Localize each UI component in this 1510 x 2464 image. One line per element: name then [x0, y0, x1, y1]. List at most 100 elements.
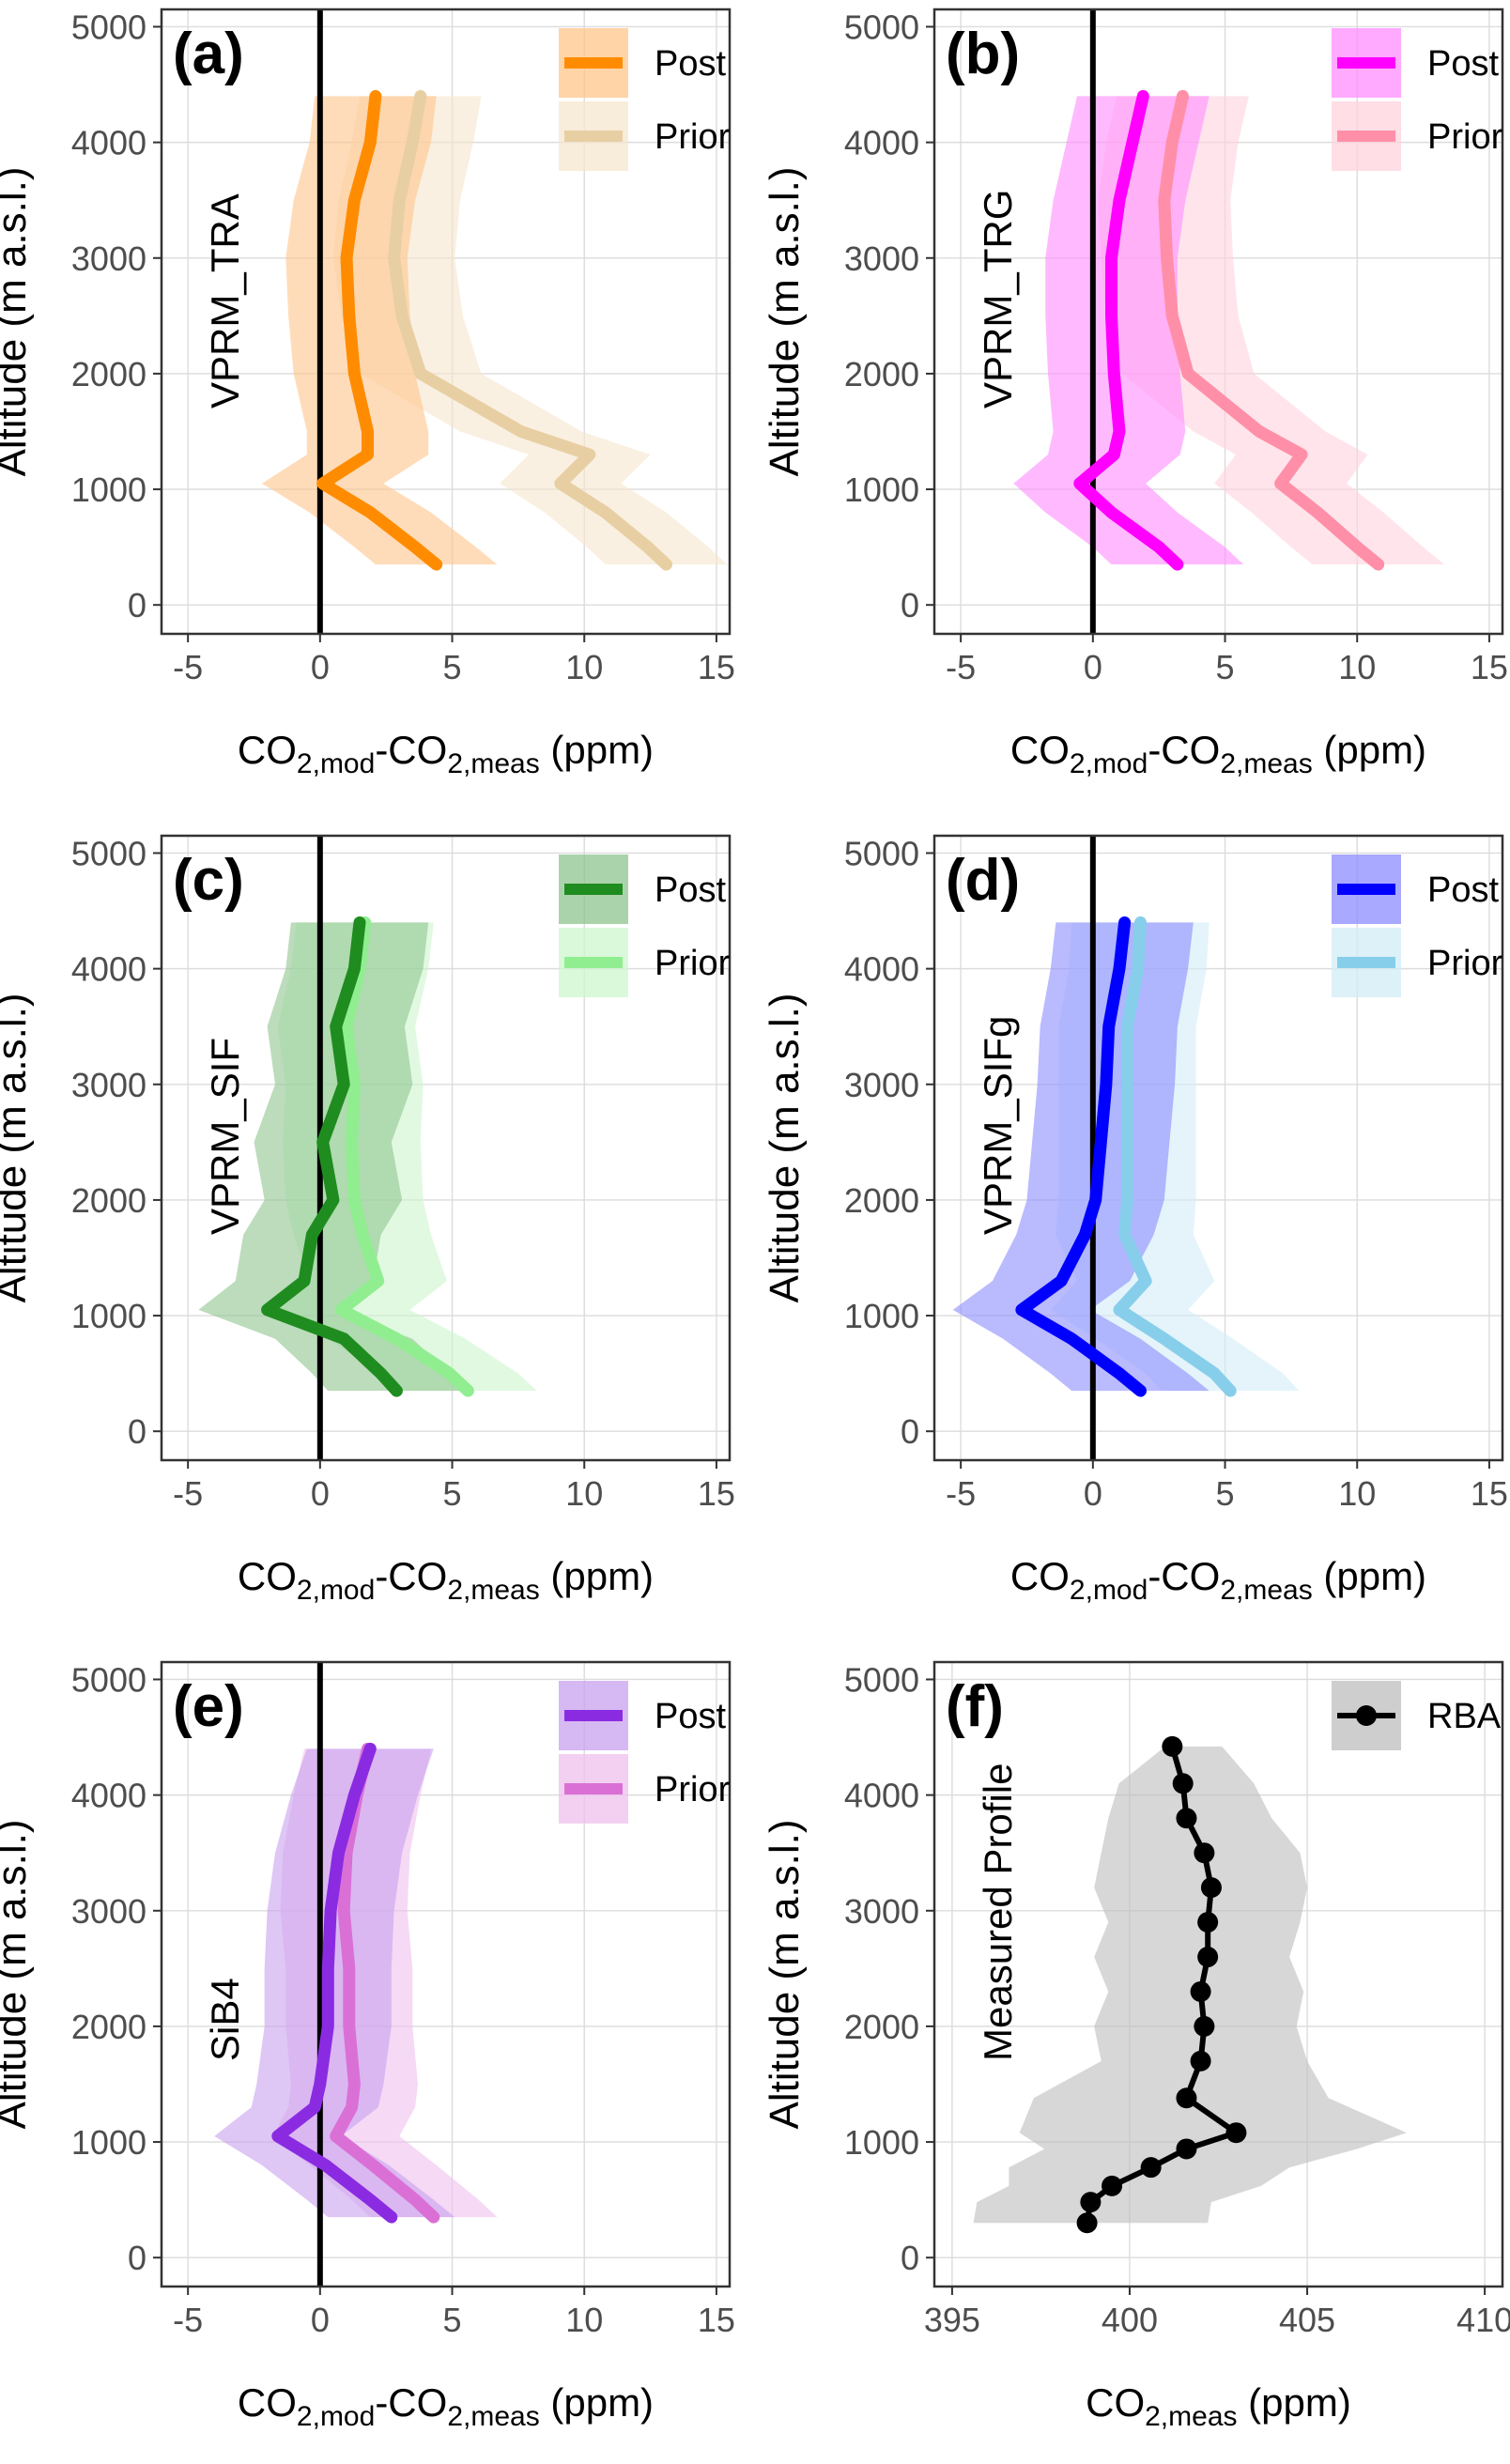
panel-border	[160, 834, 732, 1462]
panel-a: -5 0 5 10 15 0 1000 2000 3000 4000 5000 Altitude (m…	[0, 8, 735, 779]
legend-label: Post	[1427, 870, 1499, 910]
x-axis-label-subscript: 2,meas	[447, 748, 539, 779]
panel-f: 395 400 405 410 0 1000 2000 3000 4000 5000 Altitud…	[762, 1660, 1510, 2432]
y-axis-label: Altitude (m a.s.l.)	[0, 166, 35, 476]
x-tick-label: 0	[311, 1474, 330, 1513]
x-tick-label: 0	[1084, 648, 1102, 686]
legend-item-post: Post	[559, 28, 726, 98]
y-tick-label: 3000	[71, 1892, 146, 1931]
x-axis-label-part: CO	[238, 728, 297, 772]
y-tick-label: 0	[901, 586, 919, 624]
x-axis-label-subscript: 2,mod	[1070, 1575, 1148, 1606]
y-tick-label: 0	[128, 2239, 146, 2277]
x-tick-label: 15	[698, 2301, 735, 2339]
uncertainty-band-post	[952, 922, 1210, 1392]
panel-letter: (f)	[946, 1674, 1004, 1739]
legend-item-post: Post	[1332, 28, 1499, 98]
y-tick-label: 0	[901, 2239, 919, 2277]
data-point	[1197, 1912, 1219, 1933]
y-tick-label: 2000	[71, 355, 146, 393]
x-tick-label: 10	[1338, 648, 1376, 686]
x-tick-label: -5	[946, 1474, 976, 1513]
legend-label: Post	[655, 44, 726, 84]
x-axis-label-subscript: 2,meas	[447, 2401, 539, 2432]
x-axis-label-part: CO	[1086, 2380, 1145, 2425]
panel-border	[932, 1660, 1504, 2288]
x-tick-label: 10	[565, 648, 603, 686]
data-point	[1172, 1773, 1194, 1794]
x-axis-label: CO2,meas (ppm)	[1086, 2380, 1351, 2432]
legend-item-prior: Prior	[559, 928, 731, 997]
data-point	[1076, 2212, 1098, 2234]
y-tick-label: 0	[128, 586, 146, 624]
x-tick-label: 10	[1338, 1474, 1376, 1513]
x-axis-label-part: (ppm)	[1238, 2380, 1351, 2425]
legend-label: Prior	[1427, 944, 1503, 983]
x-tick-label: -5	[173, 1474, 203, 1513]
data-point	[1176, 2138, 1197, 2160]
y-axis-label: Altitude (m a.s.l.)	[762, 166, 808, 476]
x-axis-label-part: CO	[1010, 1554, 1070, 1598]
legend-label: Prior	[655, 1770, 731, 1810]
series-line-post	[271, 1742, 398, 2224]
y-tick-label: 2000	[844, 2008, 919, 2046]
y-axis-label: Altitude (m a.s.l.)	[0, 1819, 35, 2129]
x-tick-label: 5	[443, 648, 462, 686]
series-line-post	[1015, 916, 1147, 1397]
y-tick-label: 2000	[71, 2008, 146, 2046]
uncertainty-band-post	[1013, 96, 1244, 565]
panel-letter: (a)	[173, 22, 244, 86]
data-point	[1197, 1947, 1219, 1968]
data-point	[1162, 1735, 1183, 1757]
legend-item-prior: Prior	[1332, 928, 1503, 997]
series-line-prior	[388, 89, 672, 571]
x-tick-label: -5	[173, 648, 203, 686]
x-tick-label: 0	[1084, 1474, 1102, 1513]
x-tick-label: 15	[698, 1474, 735, 1513]
x-tick-label: 5	[1216, 648, 1235, 686]
x-tick-label: 15	[1471, 648, 1508, 686]
x-axis-label-part: CO	[1010, 728, 1070, 772]
legend-label: Prior	[655, 117, 731, 157]
legend-label: Post	[655, 1697, 726, 1736]
x-tick-label: 5	[1216, 1474, 1235, 1513]
legend-label: Post	[1427, 44, 1499, 84]
y-tick-label: 0	[128, 1412, 146, 1451]
plot-area	[214, 1662, 498, 2287]
y-tick-label: 3000	[844, 1892, 919, 1931]
y-tick-label: 4000	[71, 1777, 146, 1815]
x-axis-label-subscript: 2,meas	[1220, 1575, 1312, 1606]
y-tick-label: 2000	[71, 1181, 146, 1220]
x-axis-label-part: CO	[238, 2380, 297, 2425]
panel-d: -5 0 5 10 15 0 1000 2000 3000 4000 5000 Altitude (m…	[762, 834, 1508, 1606]
data-point	[1200, 1877, 1222, 1899]
x-axis-label-subscript: 2,mod	[297, 1575, 375, 1606]
x-tick-label: 10	[565, 1474, 603, 1513]
y-tick-label: 1000	[71, 1297, 146, 1335]
panel-letter: (d)	[946, 848, 1020, 913]
x-axis-label: CO2,mod-CO2,meas (ppm)	[238, 728, 654, 779]
x-axis-label-part: -CO	[1148, 1554, 1220, 1598]
model-label: SiB4	[203, 1978, 247, 2061]
y-tick-label: 3000	[71, 239, 146, 278]
y-tick-label: 2000	[844, 355, 919, 393]
x-axis-label-part: CO	[238, 1554, 297, 1598]
plot-area	[198, 836, 537, 1460]
x-axis-label: CO2,mod-CO2,meas (ppm)	[1010, 728, 1426, 779]
uncertainty-band-post	[214, 1748, 455, 2218]
y-tick-label: 5000	[844, 834, 919, 872]
uncertainty-band-post	[198, 922, 466, 1392]
x-tick-label: 405	[1279, 2301, 1335, 2339]
y-tick-label: 1000	[71, 470, 146, 509]
y-tick-label: 5000	[71, 8, 146, 46]
y-tick-label: 2000	[844, 1181, 919, 1220]
data-point	[1190, 1980, 1211, 2002]
x-axis-label-subscript: 2,mod	[297, 2401, 375, 2432]
x-tick-label: 0	[311, 2301, 330, 2339]
x-tick-label: 400	[1102, 2301, 1158, 2339]
y-tick-label: 1000	[844, 470, 919, 509]
series-line-post	[316, 89, 443, 571]
y-axis-label: Altitude (m a.s.l.)	[762, 1819, 808, 2129]
x-tick-label: 410	[1456, 2301, 1510, 2339]
